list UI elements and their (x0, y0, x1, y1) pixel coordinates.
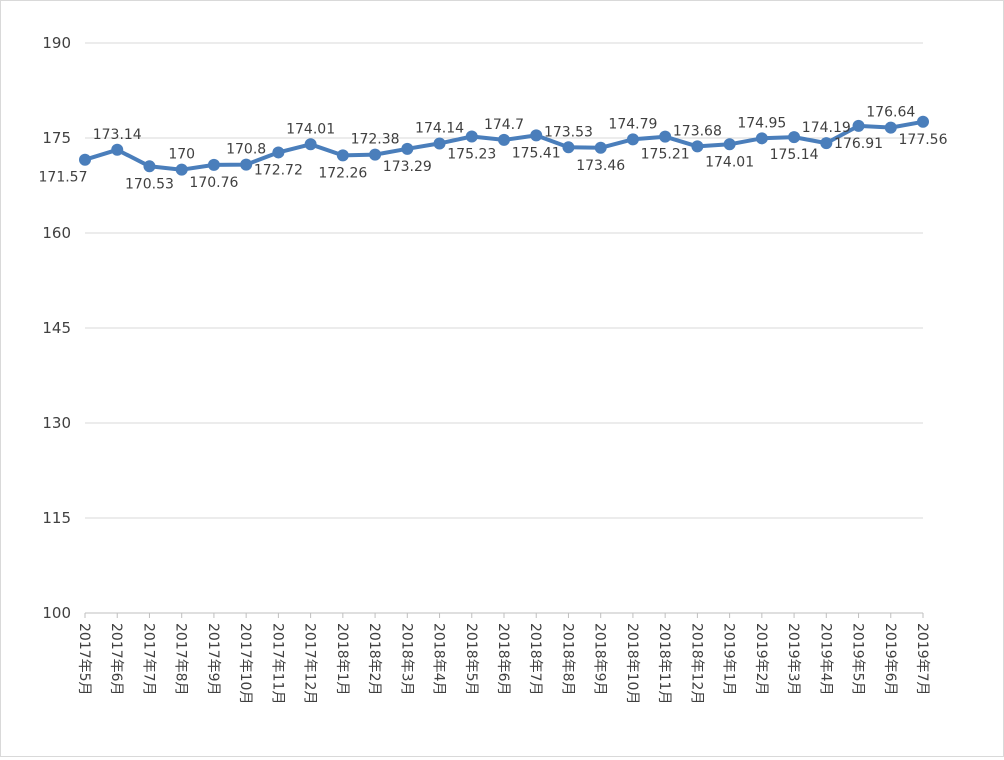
x-tick-label: 2017年9月 (205, 623, 221, 696)
series-points (79, 115, 929, 176)
data-point (111, 143, 124, 156)
data-point (659, 130, 672, 143)
data-point (917, 115, 929, 128)
data-labels: 171.57 173.14 170.53 170 170.76 170.8 172.72 17… (39, 105, 948, 193)
data-label: 170.53 (125, 176, 174, 192)
data-point (530, 129, 543, 142)
x-tick-label: 2019年6月 (882, 623, 898, 696)
data-label: 175.23 (447, 147, 496, 163)
y-tick-label: 130 (42, 414, 71, 432)
data-label: 173.53 (544, 124, 593, 140)
data-point (240, 158, 253, 171)
data-point (498, 133, 510, 146)
data-label: 174.01 (705, 154, 754, 170)
x-tick-label: 2017年6月 (108, 623, 124, 696)
data-label: 172.38 (351, 132, 400, 148)
x-tick-label: 2018年4月 (431, 623, 447, 696)
data-label: 174.95 (737, 115, 786, 131)
x-tick-label: 2019年3月 (785, 623, 801, 696)
x-tick-label: 2018年2月 (366, 623, 382, 696)
data-point (884, 121, 897, 134)
data-label: 175.21 (641, 147, 690, 163)
data-label: 170.76 (189, 175, 238, 191)
data-label: 173.46 (576, 158, 625, 174)
x-tick-label: 2018年9月 (592, 623, 608, 696)
data-label: 176.91 (834, 136, 883, 152)
x-tick-label: 2017年12月 (302, 623, 318, 704)
data-point (79, 153, 91, 166)
x-axis: 2017年5月 2017年6月 2017年7月 2017年8月 2017年9月 2017年… (76, 613, 930, 704)
data-point (336, 149, 349, 162)
data-point (626, 133, 639, 146)
data-point (433, 137, 446, 150)
y-tick-label: 100 (42, 604, 71, 622)
x-tick-label: 2017年5月 (76, 623, 92, 696)
data-label: 174.7 (484, 117, 524, 133)
x-tick-label: 2018年12月 (688, 623, 704, 704)
data-label: 176.64 (866, 105, 915, 121)
data-point (788, 131, 801, 144)
data-label: 175.14 (770, 147, 819, 163)
data-point (594, 141, 607, 154)
y-tick-label: 115 (42, 509, 71, 527)
x-tick-label: 2018年11月 (656, 623, 672, 704)
data-point (465, 130, 478, 143)
y-axis-ticks: 100 115 130 145 160 175 190 (42, 34, 71, 622)
data-label: 173.68 (673, 123, 722, 139)
data-point (143, 160, 156, 173)
data-label: 171.57 (39, 170, 88, 186)
x-tick-label: 2017年7月 (140, 623, 156, 696)
x-tick-label: 2018年8月 (559, 623, 575, 696)
x-tick-label: 2019年2月 (753, 623, 769, 696)
x-tick-label: 2018年6月 (495, 623, 511, 696)
y-tick-label: 145 (42, 319, 71, 337)
data-point (723, 138, 736, 151)
data-label: 170 (168, 147, 195, 163)
data-point (691, 140, 704, 153)
data-label: 174.14 (415, 120, 464, 136)
data-label: 174.19 (802, 120, 851, 136)
data-label: 177.56 (899, 132, 948, 148)
data-label: 174.01 (286, 121, 335, 137)
data-point (755, 132, 768, 145)
x-tick-label: 2019年4月 (817, 623, 833, 696)
x-tick-label: 2019年1月 (721, 623, 737, 696)
x-tick-label: 2019年7月 (914, 623, 930, 696)
x-tick-label: 2017年10月 (237, 623, 253, 704)
data-point (562, 141, 575, 154)
data-point (369, 148, 382, 161)
x-tick-label: 2017年8月 (173, 623, 189, 696)
data-label: 173.14 (93, 127, 142, 143)
y-tick-label: 160 (42, 224, 71, 242)
data-point (401, 142, 414, 155)
x-tick-label: 2019年5月 (850, 623, 866, 696)
data-label: 174.79 (608, 116, 657, 132)
data-label: 172.26 (318, 165, 367, 181)
data-point (852, 119, 865, 132)
data-point (272, 146, 285, 159)
data-label: 170.8 (226, 142, 266, 158)
x-tick-label: 2018年5月 (463, 623, 479, 696)
data-label: 172.72 (254, 162, 303, 178)
x-tick-label: 2017年11月 (269, 623, 285, 704)
x-tick-label: 2018年3月 (398, 623, 414, 696)
data-point (175, 163, 188, 176)
data-point (820, 137, 833, 150)
data-label: 175.41 (512, 145, 561, 161)
x-tick-label: 2018年10月 (624, 623, 640, 704)
y-tick-label: 190 (42, 34, 71, 52)
x-tick-label: 2018年1月 (334, 623, 350, 696)
data-point (207, 158, 220, 171)
y-tick-label: 175 (42, 129, 71, 147)
x-tick-label: 2018年7月 (527, 623, 543, 696)
data-point (304, 138, 317, 151)
data-label: 173.29 (383, 159, 432, 175)
